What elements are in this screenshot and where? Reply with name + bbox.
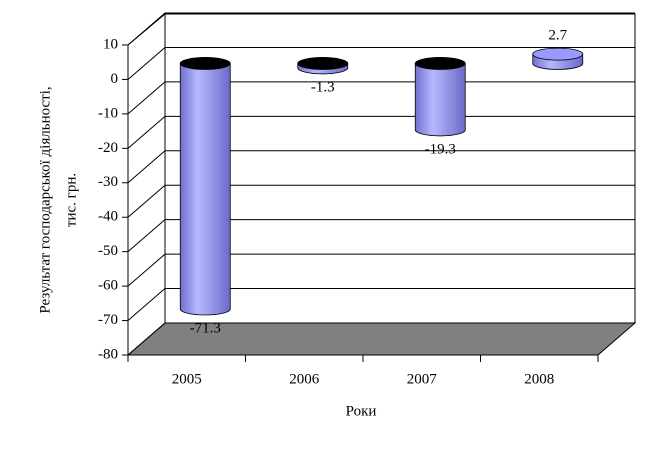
cylinder-body <box>179 63 231 316</box>
value-label: 2.7 <box>548 28 567 44</box>
grid-line <box>127 288 635 321</box>
value-label: -1.3 <box>311 79 335 95</box>
y-axis-title: Результат господарської діяльності, <box>37 86 53 313</box>
y-tick-label: 10 <box>103 36 118 52</box>
cylinder-cap <box>414 57 466 70</box>
cylinder-cap <box>179 57 231 70</box>
cylinder-cap <box>532 47 584 61</box>
y-tick-label: 0 <box>111 71 119 87</box>
grid-line <box>127 12 635 46</box>
y-tick-label: -40 <box>98 209 118 225</box>
grid-line <box>127 322 635 356</box>
y-tick-label: -60 <box>98 278 118 294</box>
y-axis-title: тис. грн. <box>63 173 79 227</box>
y-tick-label: -70 <box>98 312 118 328</box>
grid-line <box>127 253 635 287</box>
x-tick-label: 2006 <box>289 371 320 387</box>
x-axis-title: Роки <box>346 403 377 419</box>
x-tick-label: 2008 <box>524 371 554 387</box>
value-label: -71.3 <box>190 320 221 336</box>
cylinder-body <box>414 63 466 137</box>
grid-line <box>127 81 635 115</box>
y-tick-label: -30 <box>98 174 118 190</box>
y-tick-label: -80 <box>98 346 118 362</box>
cylinder-cap <box>297 57 349 70</box>
y-tick-label: -10 <box>98 105 118 121</box>
x-tick-label: 2007 <box>407 371 438 387</box>
grid-line <box>127 115 635 149</box>
y-tick-label: -50 <box>98 243 118 259</box>
grid-line <box>127 46 635 80</box>
grid-line <box>127 150 635 184</box>
grid-line <box>127 219 635 253</box>
grid-line <box>127 184 635 218</box>
x-tick-label: 2005 <box>172 371 202 387</box>
y-tick-label: -20 <box>98 140 118 156</box>
value-label: -19.3 <box>425 141 456 157</box>
